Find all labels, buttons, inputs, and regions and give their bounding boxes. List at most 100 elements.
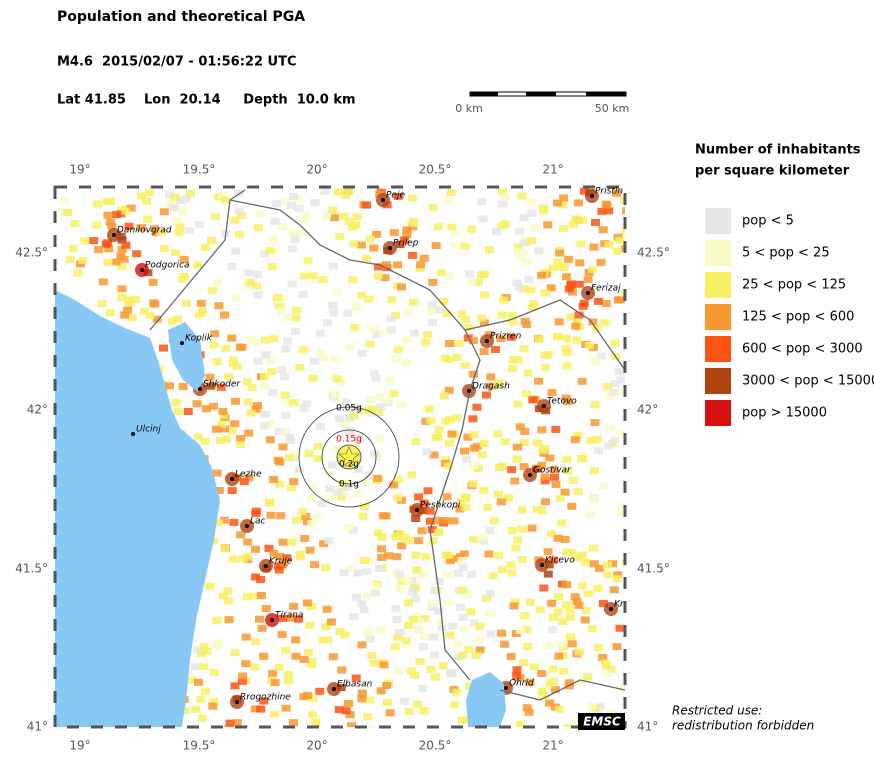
population-cell bbox=[426, 517, 435, 525]
population-cell bbox=[413, 700, 423, 708]
population-cell bbox=[558, 201, 568, 209]
population-cell bbox=[237, 677, 247, 685]
population-cell bbox=[339, 212, 349, 220]
population-cell bbox=[590, 401, 600, 409]
population-cell bbox=[251, 405, 261, 413]
city-label: Elbasan bbox=[337, 680, 373, 690]
population-cell bbox=[209, 698, 219, 705]
population-cell bbox=[202, 405, 211, 413]
population-cell bbox=[211, 425, 221, 433]
population-cell bbox=[395, 241, 405, 249]
population-cell bbox=[411, 595, 420, 603]
population-cell bbox=[469, 536, 479, 544]
population-cell bbox=[351, 674, 361, 682]
population-cell bbox=[507, 569, 517, 577]
city-marker bbox=[504, 686, 508, 690]
population-cell bbox=[590, 467, 599, 475]
population-cell bbox=[250, 663, 260, 671]
population-cell bbox=[546, 530, 556, 537]
pga-label: 0.2g bbox=[339, 460, 359, 470]
population-cell bbox=[494, 490, 503, 498]
population-cell bbox=[380, 274, 390, 282]
population-cell bbox=[124, 300, 134, 308]
population-cell bbox=[568, 221, 578, 229]
population-cell bbox=[488, 572, 498, 580]
population-cell bbox=[524, 708, 534, 716]
population-cell bbox=[324, 537, 334, 545]
population-cell bbox=[287, 538, 297, 546]
population-cell bbox=[121, 207, 131, 215]
population-cell bbox=[331, 391, 341, 398]
population-cell bbox=[549, 556, 559, 564]
population-cell bbox=[568, 477, 578, 484]
population-cell bbox=[601, 659, 611, 667]
population-cell bbox=[587, 625, 597, 633]
population-cell bbox=[117, 263, 127, 271]
population-cell bbox=[281, 646, 291, 654]
population-cell bbox=[402, 359, 412, 367]
population-cell bbox=[506, 561, 516, 569]
population-cell bbox=[391, 355, 401, 363]
population-cell bbox=[194, 311, 204, 319]
population-cell bbox=[525, 679, 535, 687]
population-cell bbox=[334, 415, 344, 423]
population-cell bbox=[336, 684, 346, 691]
population-cell bbox=[618, 501, 625, 509]
population-cell bbox=[291, 652, 301, 660]
population-cell bbox=[194, 678, 203, 686]
population-cell bbox=[517, 525, 527, 533]
population-cell bbox=[175, 197, 185, 204]
population-cell bbox=[283, 671, 293, 678]
population-cell bbox=[308, 711, 318, 719]
population-cell bbox=[117, 245, 127, 253]
population-cell bbox=[496, 335, 506, 343]
population-cell bbox=[562, 349, 572, 357]
population-cell bbox=[372, 231, 382, 238]
population-cell bbox=[329, 309, 339, 317]
population-cell bbox=[543, 548, 553, 556]
population-cell bbox=[543, 570, 553, 578]
population-cell bbox=[393, 346, 403, 354]
population-cell bbox=[462, 456, 471, 463]
population-cell bbox=[471, 652, 481, 660]
population-cell bbox=[170, 193, 180, 201]
population-cell bbox=[159, 245, 169, 252]
population-cell bbox=[253, 291, 263, 299]
population-cell bbox=[230, 397, 240, 405]
population-cell bbox=[383, 698, 392, 706]
population-cell bbox=[427, 603, 437, 611]
population-cell bbox=[357, 695, 367, 703]
population-cell bbox=[585, 510, 595, 518]
population-cell bbox=[332, 445, 342, 453]
population-cell bbox=[142, 197, 151, 205]
population-cell bbox=[583, 590, 593, 598]
population-cell bbox=[598, 600, 608, 607]
lon-tick-label: 20° bbox=[306, 163, 327, 177]
population-cell bbox=[600, 319, 610, 327]
population-cell bbox=[507, 466, 517, 474]
population-cell bbox=[116, 252, 126, 260]
population-cell bbox=[445, 631, 455, 639]
population-cell bbox=[234, 189, 244, 197]
population-cell bbox=[327, 461, 337, 469]
population-cell bbox=[299, 346, 309, 354]
population-cell bbox=[510, 598, 520, 606]
population-cell bbox=[376, 687, 386, 695]
population-cell bbox=[230, 216, 240, 224]
population-cell bbox=[442, 571, 452, 579]
population-cell bbox=[549, 466, 559, 474]
population-cell bbox=[565, 613, 575, 621]
city-label: Kruje bbox=[269, 557, 293, 567]
population-cell bbox=[563, 724, 573, 727]
population-cell bbox=[322, 212, 331, 220]
population-cell bbox=[319, 540, 329, 548]
population-cell bbox=[578, 302, 588, 310]
population-cell bbox=[260, 250, 270, 258]
population-cell bbox=[535, 606, 545, 614]
population-cell bbox=[377, 545, 387, 553]
population-cell bbox=[610, 339, 620, 347]
city-label: Kr bbox=[614, 600, 625, 610]
population-cell bbox=[525, 598, 535, 606]
population-cell bbox=[369, 659, 379, 667]
population-cell bbox=[269, 236, 279, 244]
